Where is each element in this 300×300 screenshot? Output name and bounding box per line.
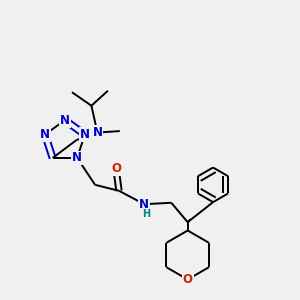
Text: N: N <box>80 128 90 141</box>
Text: N: N <box>60 114 70 127</box>
Text: N: N <box>72 152 82 164</box>
Text: H: H <box>142 209 150 219</box>
Text: O: O <box>111 162 121 175</box>
Text: N: N <box>140 198 149 211</box>
Text: N: N <box>40 128 50 141</box>
Text: O: O <box>183 273 193 286</box>
Text: N: N <box>92 126 102 139</box>
